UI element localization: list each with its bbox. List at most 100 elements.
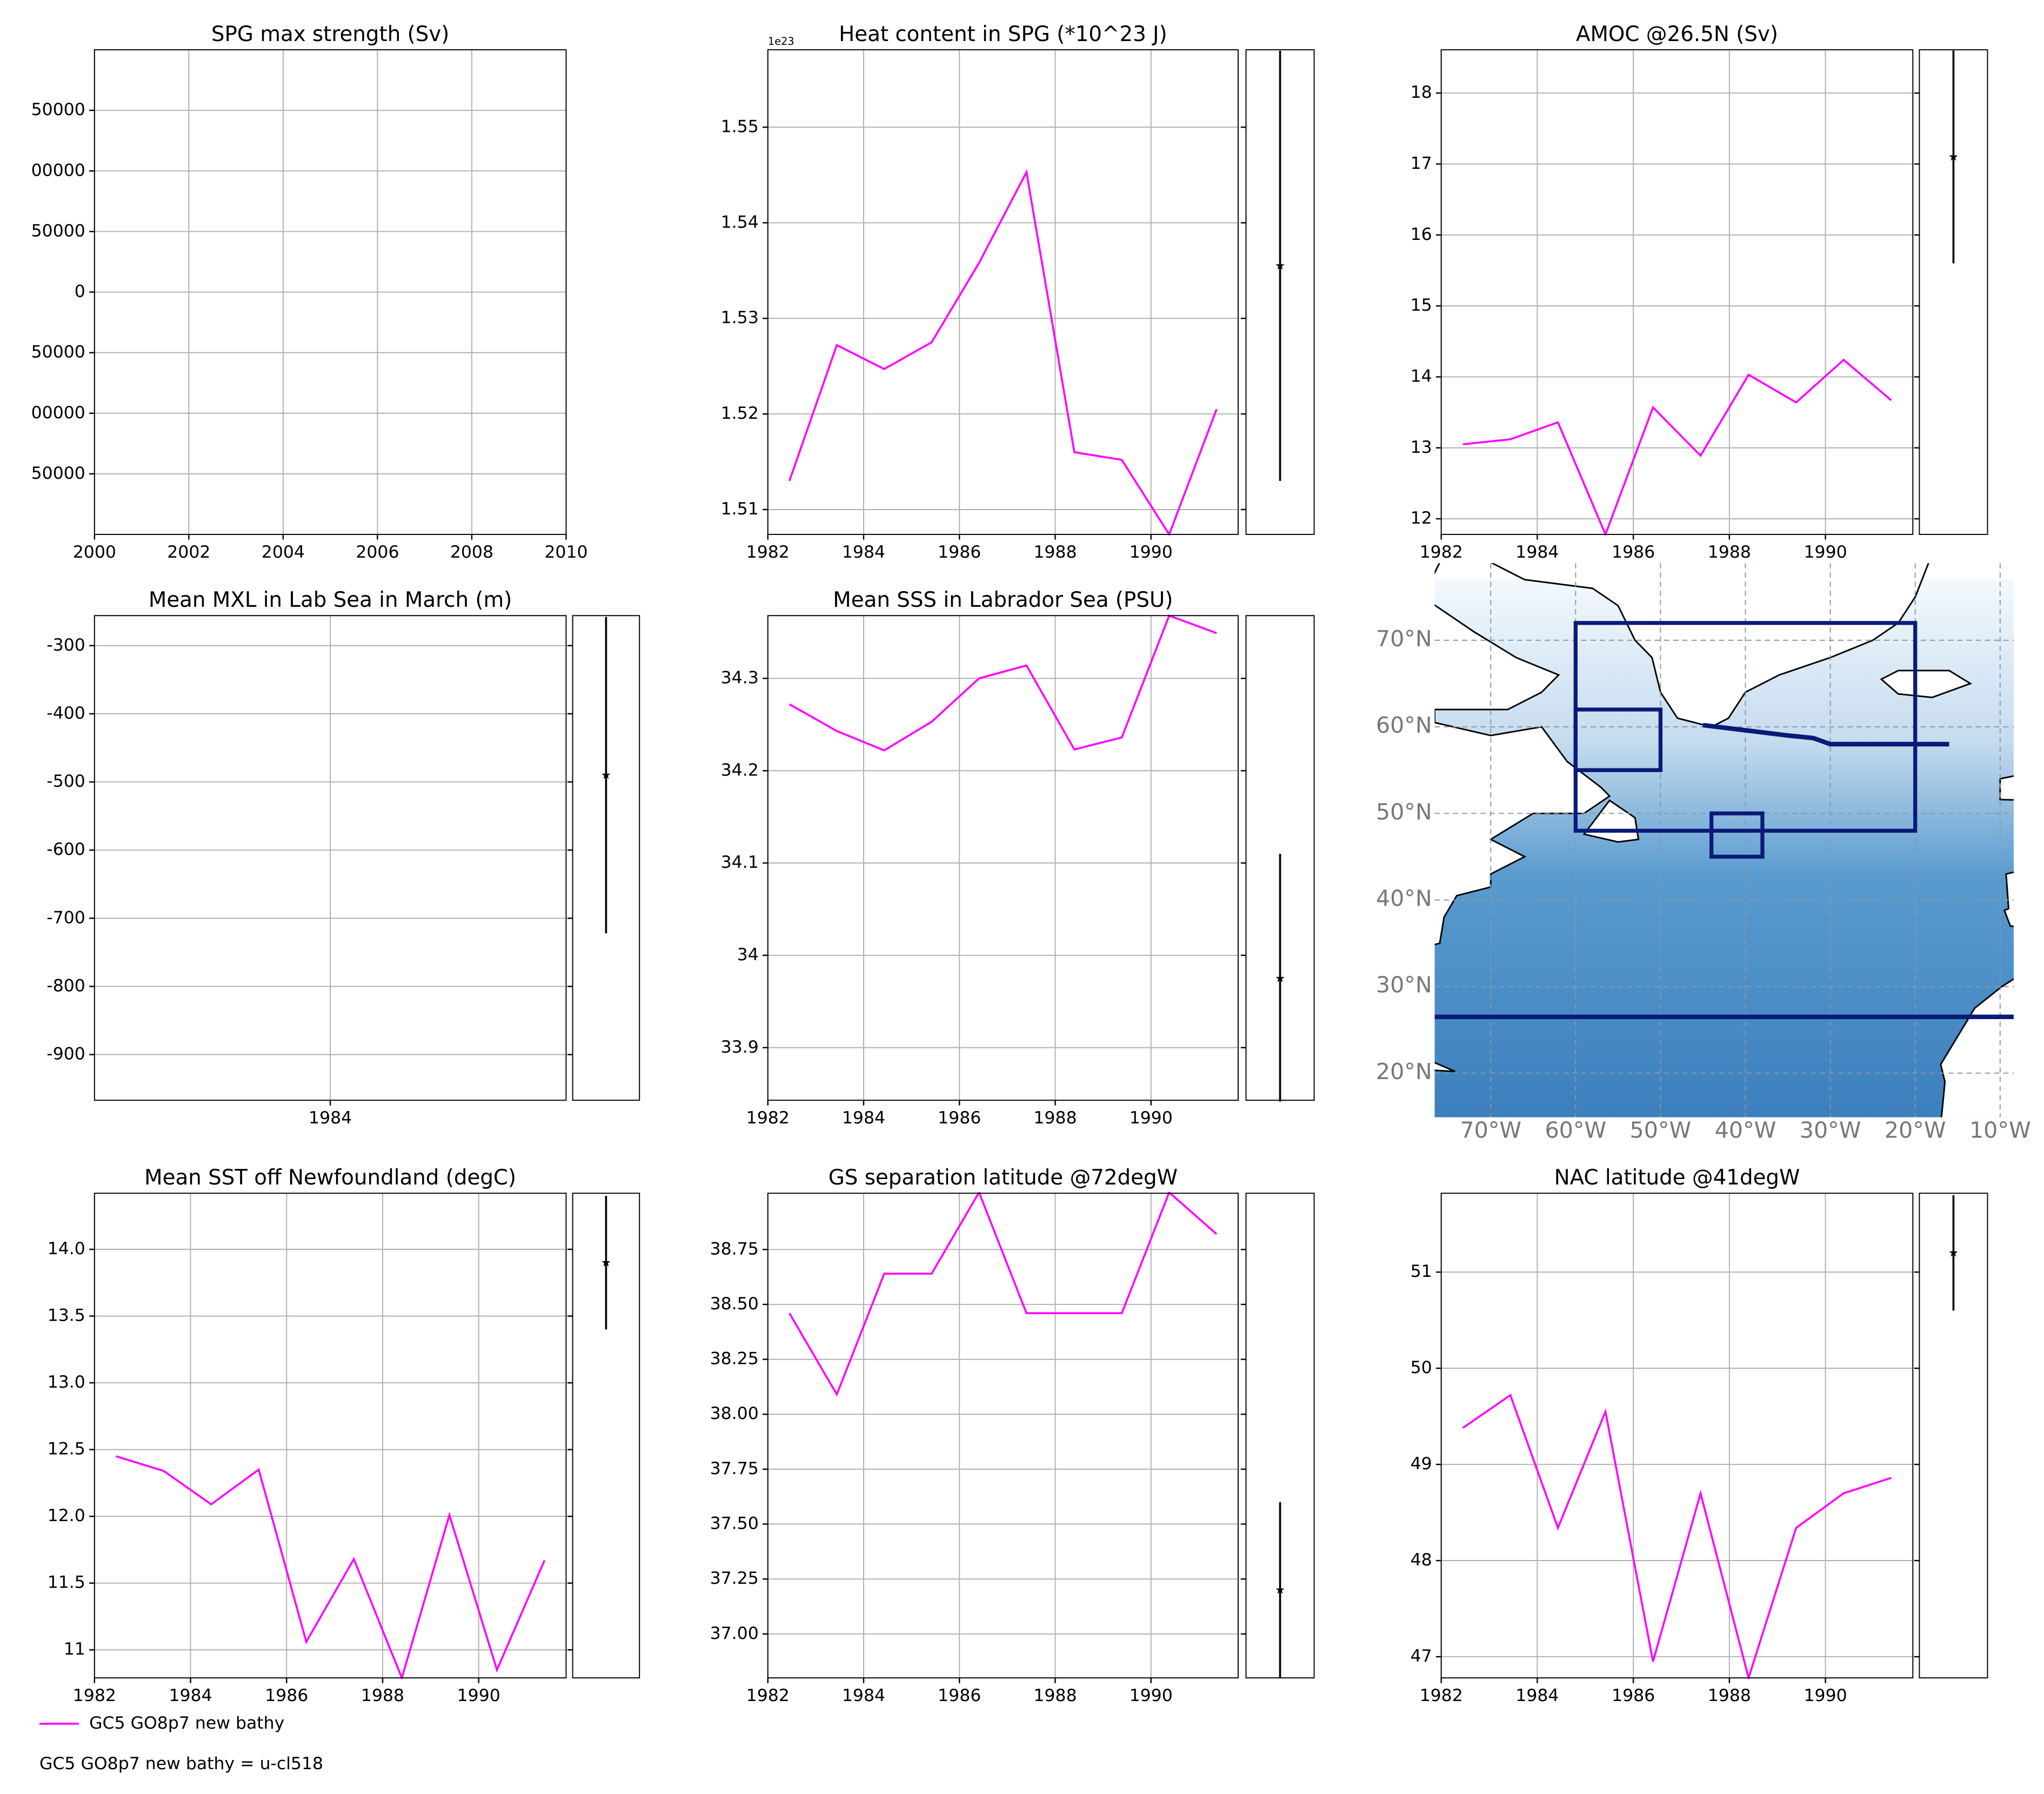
series-line [116,1455,546,1679]
series-line [788,169,1218,536]
x-tick-label: 1984 [1515,543,1559,562]
y-tick-label: 0 [75,282,85,302]
y-tick-label: 13.5 [48,1306,85,1326]
y-tick-label: 1.54 [721,212,759,232]
x-tick-label: 1986 [1612,543,1655,562]
y-tick-label: 34.3 [721,668,759,687]
y-tick-label: 37.75 [710,1459,759,1478]
y-tick-label: -600 [46,840,85,859]
x-tick-label: 1988 [1033,1108,1077,1128]
coastline [1491,563,1929,728]
y-tick-label: 12.5 [48,1440,85,1459]
x-tick-label: 1984 [842,543,885,562]
y-tick-label: 37.00 [710,1624,759,1643]
y-tick-label: 38.75 [710,1239,759,1259]
y-tick-label: 00000 [31,403,85,423]
y-tick-label: 13 [1411,438,1432,457]
y-tick-label: 50000 [31,343,85,362]
plot-frame [93,1193,567,1679]
y-tick-label: 34.1 [721,853,759,872]
y-tick-label: 1.52 [721,404,759,423]
y-tick-label: 13.0 [48,1373,85,1392]
side-frame [1919,49,1988,535]
note: GC5 GO8p7 new bathy = u-cl518 [39,1754,323,1773]
reference-star [1949,1248,1958,1257]
y-tick-label: -400 [46,704,85,723]
y-tick-label: -500 [46,772,85,791]
x-tick-label: 1990 [1130,1108,1173,1128]
y-tick-label: 34 [737,945,759,965]
offset-text: 1e23 [768,35,794,48]
y-tick-label: 37.25 [710,1569,759,1588]
y-tick-label: 1.55 [721,117,759,136]
series-line [1462,1394,1892,1679]
coastline [1999,775,2014,801]
x-tick-label: 1988 [1033,543,1077,562]
y-tick-label: 37.50 [710,1514,759,1534]
y-tick-label: 38.25 [710,1349,759,1369]
x-tick-label: 1986 [1612,1686,1655,1705]
coastline [1880,670,1973,699]
y-tick-label: 14.0 [48,1239,85,1259]
y-tick-label: 16 [1411,225,1432,244]
section-path [1702,722,1949,747]
y-tick-label: 50000 [31,100,85,119]
x-tick-label: 1990 [1130,543,1173,562]
side-frame [572,615,640,1101]
plot-frame [1440,49,1914,535]
x-tick-label: 2004 [262,543,305,562]
plot-frame [767,49,1239,535]
y-tick-label: 17 [1411,154,1432,173]
y-tick-label: 40°N [1376,886,1432,912]
y-tick-label: 1.51 [721,499,759,519]
x-tick-label: 1982 [73,1686,116,1705]
y-tick-label: 49 [1411,1454,1432,1474]
plot-frame [93,49,567,535]
chart-title: NAC latitude @41degW [1554,1166,1800,1190]
reference-star [602,770,611,779]
x-tick-label: 1982 [1420,1686,1463,1705]
x-tick-label: 20°W [1885,1117,1946,1143]
series-line [1462,358,1892,536]
x-tick-label: 50°W [1630,1117,1692,1143]
plot-frame [1440,1193,1914,1679]
reference-star [602,1258,611,1267]
map-layer [1434,563,2014,1117]
x-tick-label: 60°W [1545,1117,1606,1143]
x-tick-label: 1988 [1708,543,1751,562]
x-tick-label: 1986 [938,1108,981,1128]
y-tick-label: 11 [64,1639,85,1659]
y-tick-label: 50000 [31,221,85,240]
x-tick-label: 2010 [544,543,587,562]
x-tick-label: 1984 [169,1686,212,1705]
chart-title: Mean SSS in Labrador Sea (PSU) [833,588,1173,612]
y-tick-label: 50000 [31,464,85,483]
coastline [1434,1061,1455,1073]
x-tick-label: 1984 [842,1686,885,1705]
y-tick-label: 14 [1411,366,1432,386]
y-tick-label: 00000 [31,160,85,180]
coastline [1434,563,1611,946]
x-tick-label: 40°W [1715,1117,1776,1143]
y-tick-label: 11.5 [48,1573,85,1592]
x-tick-label: 1982 [1420,543,1463,562]
x-tick-label: 1984 [1515,1686,1559,1705]
chart-title: Heat content in SPG (*10^23 J) [839,22,1167,46]
reference-star [1275,974,1285,982]
x-tick-label: 1986 [938,1686,981,1705]
y-tick-label: -300 [46,635,85,655]
y-tick-label: 12 [1411,508,1432,528]
x-tick-label: 30°W [1800,1117,1861,1143]
x-tick-label: 70°W [1460,1117,1521,1143]
x-tick-label: 1982 [746,1686,790,1705]
y-tick-label: 38.50 [710,1294,759,1314]
x-tick-label: 1988 [361,1686,404,1705]
y-tick-label: 51 [1411,1262,1432,1281]
side-frame [572,1193,640,1679]
chart-title: SPG max strength (Sv) [211,22,450,46]
y-tick-label: 50 [1411,1358,1432,1377]
x-tick-label: 10°W [1969,1117,2031,1143]
x-tick-label: 1984 [309,1108,352,1128]
